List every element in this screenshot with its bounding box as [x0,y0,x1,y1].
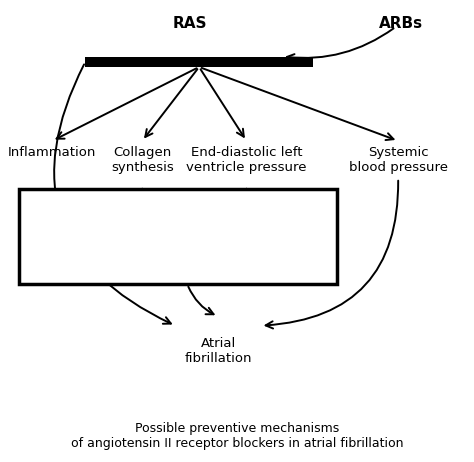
Text: Conduction velocity: Conduction velocity [45,262,169,275]
Text: Left atria:: Left atria: [31,195,106,208]
Text: End-diastolic left
ventricle pressure: End-diastolic left ventricle pressure [186,146,307,174]
Text: Collagen
synthesis: Collagen synthesis [111,146,173,174]
Text: ARBs: ARBs [378,16,423,31]
Text: Structural remodeling and fibrosis: Structural remodeling and fibrosis [45,237,258,250]
Text: Pressure and stretch/dilatation: Pressure and stretch/dilatation [45,212,237,225]
Text: Inflammation: Inflammation [8,146,96,158]
Bar [85,57,313,67]
Text: RAS: RAS [173,16,207,31]
Text: Possible preventive mechanisms
of angiotensin II receptor blockers in atrial fib: Possible preventive mechanisms of angiot… [71,422,403,450]
Text: Systemic
blood pressure: Systemic blood pressure [349,146,447,174]
FancyBboxPatch shape [19,189,337,284]
Text: Atrial
fibrillation: Atrial fibrillation [184,337,252,365]
